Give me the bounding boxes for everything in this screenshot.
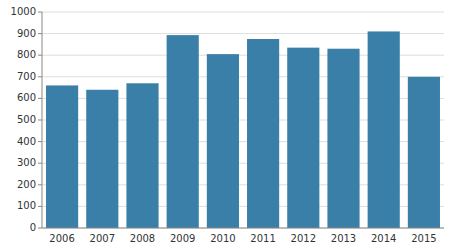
tick-mark [38,120,42,121]
grid-line [42,228,444,229]
bar [408,77,440,228]
tick-mark [38,141,42,142]
tick-label: 2013 [331,233,356,244]
bar [86,90,118,228]
tick-label: 500 [17,114,36,125]
tick-label: 2015 [411,233,436,244]
grid-line [42,12,444,13]
x-axis: 2006 2007 2008 2009 2010 2011 2012 2013 2014 2015 [49,233,436,244]
tick-label: 2009 [170,233,195,244]
tick-mark [38,163,42,164]
tick-mark [38,184,42,185]
tick-label: 600 [17,92,36,103]
tick-label: 300 [17,157,36,168]
bar [207,54,239,228]
tick-mark [38,55,42,56]
tick-label: 2007 [90,233,115,244]
tick-label: 100 [17,200,36,211]
tick-label: 1000 [11,6,36,17]
bar [247,39,279,228]
tick-label: 800 [17,49,36,60]
tick-label: 900 [17,28,36,39]
tick-label: 2014 [371,233,396,244]
tick-mark [38,33,42,34]
x-axis-line [42,228,444,229]
tick-mark [38,206,42,207]
tick-mark [38,76,42,77]
tick-mark [38,98,42,99]
y-axis: 0 100 200 300 400 500 600 700 800 900 1000 [11,6,444,233]
bars [46,31,440,228]
tick-label: 2006 [49,233,74,244]
tick-mark [38,12,42,13]
tick-label: 200 [17,179,36,190]
tick-label: 2008 [130,233,155,244]
tick-label: 400 [17,136,36,147]
bar [327,49,359,228]
tick-label: 700 [17,71,36,82]
bar [126,83,158,228]
bar [46,85,78,228]
tick-label: 2010 [210,233,235,244]
tick-mark [38,228,42,229]
chart-container: 0 100 200 300 400 500 600 700 800 900 1000 2006 2007… [0,0,454,252]
tick-label: 2012 [291,233,316,244]
bar [287,48,319,228]
chart: 0 100 200 300 400 500 600 700 800 900 1000 2006 2007… [0,0,454,252]
tick-label: 0 [30,222,36,233]
y-axis-line [42,12,43,228]
bar [368,31,400,228]
bar [167,35,199,228]
tick-label: 2011 [250,233,275,244]
